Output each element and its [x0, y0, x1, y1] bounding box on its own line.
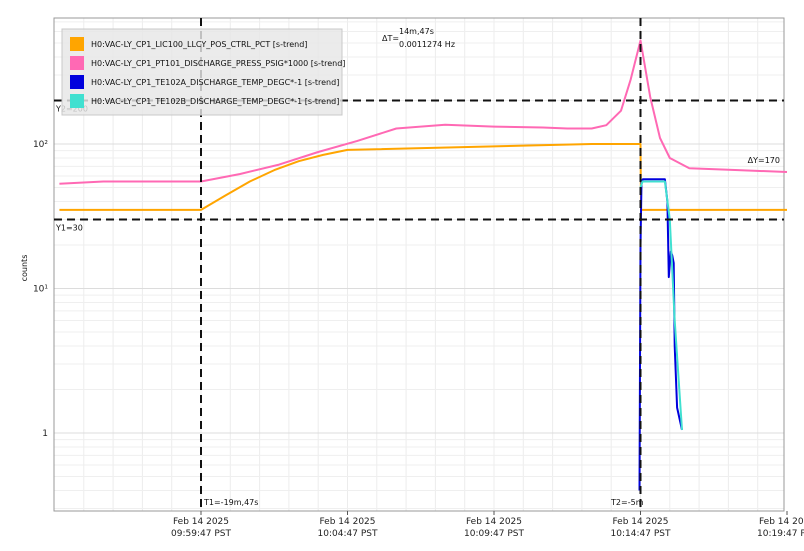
delta-t-value: 14m,47s: [399, 27, 434, 36]
y-axis-label: counts: [20, 255, 29, 282]
x-axis: Feb 14 2025 09:59:47 PST Feb 14 2025 10:04:…: [171, 511, 804, 539]
legend-label-1[interactable]: H0:VAC-LY_CP1_LIC100_LLCY_POS_CTRL_PCT […: [91, 40, 307, 49]
y-tick-label-3: 10²: [33, 140, 48, 150]
series-line-2: [59, 39, 788, 185]
x-tick-time-5: 10:19:47 PST: [757, 529, 804, 539]
series-line-4: [639, 180, 683, 430]
delta-t-freq: 0.0011274 Hz: [399, 40, 455, 49]
v-cursor-label-1: T1=-19m,47s: [203, 498, 258, 507]
x-tick-date-5: Feb 14 2025: [759, 517, 804, 527]
x-tick-date-4: Feb 14 2025: [612, 517, 668, 527]
plot-frame: [53, 17, 785, 512]
h-cursor-label-2: Y1=30: [55, 224, 83, 233]
x-tick-date-2: Feb 14 2025: [319, 517, 375, 527]
y-axis: 1 10¹ 10²: [33, 140, 48, 439]
legend-swatch-4[interactable]: [70, 94, 84, 108]
delta-y-label: ΔY=170: [748, 156, 780, 165]
y-tick-label-1: 1: [42, 429, 48, 439]
v-cursor-label-2: T2=-5m: [610, 498, 644, 507]
x-tick-time-4: 10:14:47 PST: [611, 529, 671, 539]
legend-swatch-2[interactable]: [70, 56, 84, 70]
y-tick-label-2: 10¹: [33, 285, 48, 295]
delta-t-label: ΔT=: [382, 34, 399, 43]
x-tick-time-3: 10:09:47 PST: [464, 529, 524, 539]
series-line-1: [59, 143, 787, 211]
legend: H0:VAC-LY_CP1_LIC100_LLCY_POS_CTRL_PCT […: [61, 28, 345, 116]
x-tick-date-1: Feb 14 2025: [173, 517, 229, 527]
annotations: ΔT=14m,47s 0.0011274 Hz ΔY=170: [382, 27, 780, 165]
legend-box: [61, 28, 343, 116]
legend-label-3[interactable]: H0:VAC-LY_CP1_TE102A_DISCHARGE_TEMP_DEGC…: [91, 78, 339, 87]
x-tick-date-3: Feb 14 2025: [466, 517, 522, 527]
legend-swatch-3[interactable]: [70, 75, 84, 89]
x-tick-time-1: 09:59:47 PST: [171, 529, 231, 539]
legend-swatch-1[interactable]: [70, 37, 84, 51]
legend-label-2[interactable]: H0:VAC-LY_CP1_PT101_DISCHARGE_PRESS_PSIG…: [91, 59, 345, 68]
x-tick-time-2: 10:04:47 PST: [318, 529, 378, 539]
legend-label-4[interactable]: H0:VAC-LY_CP1_TE102B_DISCHARGE_TEMP_DEGC…: [91, 97, 339, 106]
